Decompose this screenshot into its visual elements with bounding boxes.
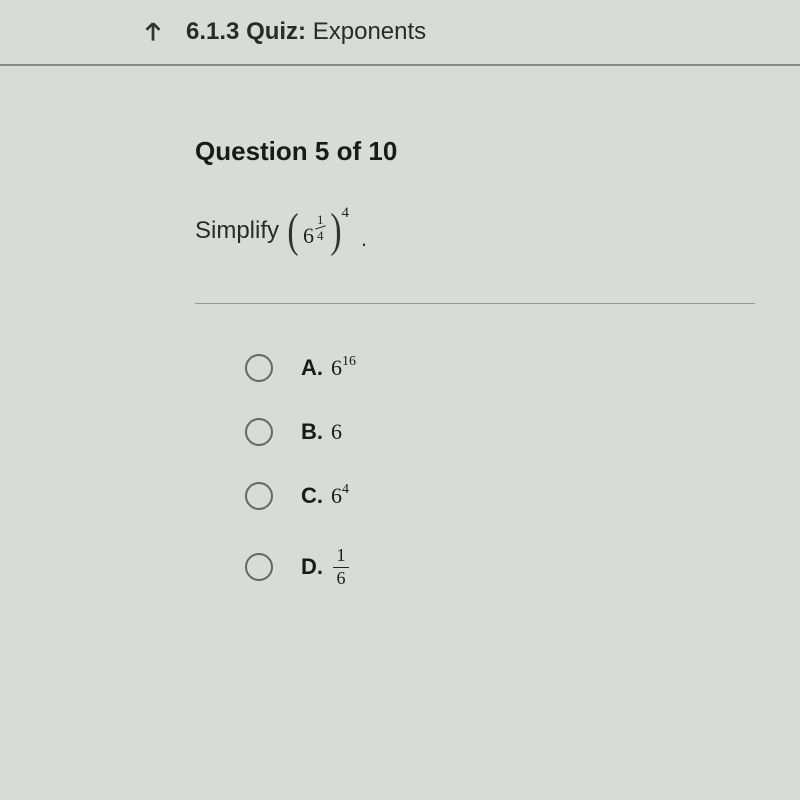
option-c[interactable]: C. 64 <box>245 482 800 510</box>
quiz-label: Quiz: <box>246 18 306 45</box>
expr-base: 6 <box>303 223 314 249</box>
option-letter: A. <box>301 355 323 381</box>
radio-icon[interactable] <box>245 418 273 446</box>
section-number: 6.1.3 <box>186 18 239 45</box>
radio-icon[interactable] <box>245 553 273 581</box>
question-counter: Question 5 of 10 <box>195 136 800 167</box>
option-value: 616 <box>331 355 356 381</box>
option-value: 6 <box>331 419 342 445</box>
expr-outer-exponent: 4 <box>341 205 349 222</box>
question-prompt: Simplify ( 6 1 4 ) 4 . <box>195 207 800 255</box>
radio-icon[interactable] <box>245 482 273 510</box>
expr-inner-exponent: 1 4 <box>315 213 326 242</box>
math-expression: ( 6 1 4 ) 4 <box>285 207 351 255</box>
option-value-fraction: 1 6 <box>333 546 349 589</box>
answer-options: A. 616 B. 6 C. 64 <box>195 354 800 589</box>
quiz-topic: Exponents <box>313 18 426 45</box>
option-d[interactable]: D. 1 6 <box>245 546 800 589</box>
quiz-header: 6.1.3 Quiz: Exponents <box>0 0 800 66</box>
option-letter: D. <box>301 554 323 580</box>
divider <box>195 303 755 304</box>
option-letter: B. <box>301 419 323 445</box>
question-content: Question 5 of 10 Simplify ( 6 1 4 ) 4 . <box>0 66 800 589</box>
option-value: 64 <box>331 483 349 509</box>
back-arrow-icon[interactable] <box>140 19 166 45</box>
option-letter: C. <box>301 483 323 509</box>
header-title: 6.1.3 Quiz: Exponents <box>186 18 426 46</box>
radio-icon[interactable] <box>245 354 273 382</box>
option-b[interactable]: B. 6 <box>245 418 800 446</box>
option-a[interactable]: A. 616 <box>245 354 800 382</box>
prompt-verb: Simplify <box>195 217 279 245</box>
